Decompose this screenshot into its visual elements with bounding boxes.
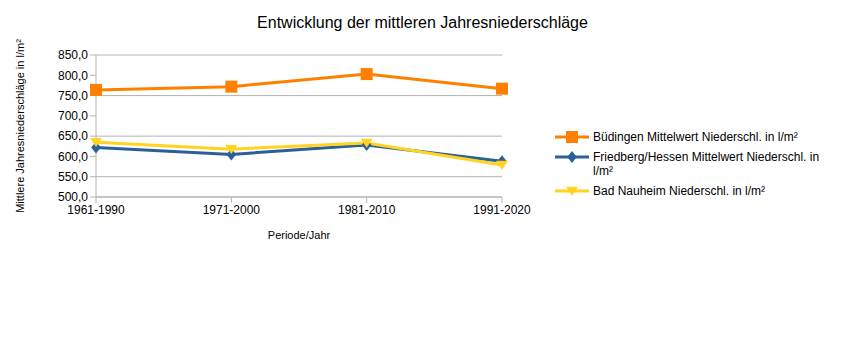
svg-text:550,0: 550,0 bbox=[58, 170, 88, 184]
svg-text:850,0: 850,0 bbox=[58, 48, 88, 62]
svg-text:800,0: 800,0 bbox=[58, 69, 88, 83]
svg-text:Periode/Jahr: Periode/Jahr bbox=[268, 229, 331, 241]
svg-text:1971-2000: 1971-2000 bbox=[203, 203, 261, 217]
html-text:Bad Nauheim Niederschl. in l/m: Bad Nauheim Niederschl. in l/m² bbox=[593, 184, 766, 198]
svg-text:1981-2010: 1981-2010 bbox=[338, 203, 396, 217]
html-text:Entwicklung der mittleren Jahr: Entwicklung der mittleren Jahresniedersc… bbox=[257, 14, 588, 31]
svg-text:600,0: 600,0 bbox=[58, 150, 88, 164]
svg-text:Mittlere Jahresniederschläge i: Mittlere Jahresniederschläge in l/m² bbox=[14, 39, 26, 213]
svg-text:1991-2020: 1991-2020 bbox=[473, 203, 531, 217]
svg-text:500,0: 500,0 bbox=[58, 190, 88, 204]
svg-text:750,0: 750,0 bbox=[58, 89, 88, 103]
html-text:Friedberg/Hessen Mittelwert Ni: Friedberg/Hessen Mittelwert Niederschl. … bbox=[593, 150, 820, 178]
svg-text:700,0: 700,0 bbox=[58, 109, 88, 123]
html-text:Büdingen Mittelwert Niederschl: Büdingen Mittelwert Niederschl. in l/m² bbox=[593, 130, 798, 144]
svg-text:650,0: 650,0 bbox=[58, 129, 88, 143]
svg-text:1961-1990: 1961-1990 bbox=[67, 203, 125, 217]
